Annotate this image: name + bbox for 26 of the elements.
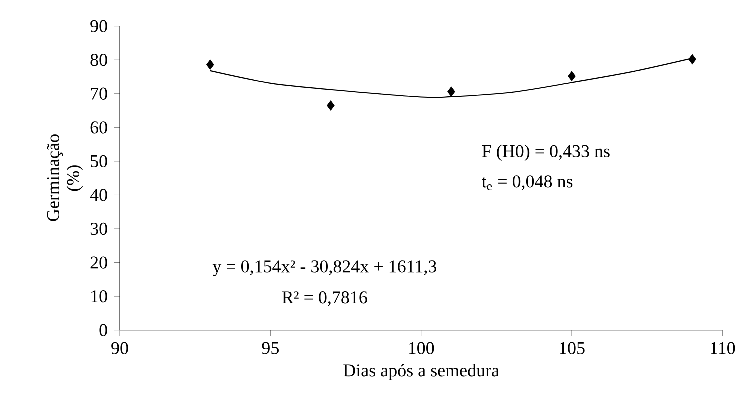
- y-tick-label: 0: [100, 324, 108, 336]
- y-tick-label: 80: [90, 54, 108, 66]
- annotation: y = 0,154x² - 30,824x + 1611,3: [212, 260, 436, 276]
- annotation: R² = 0,7816: [282, 292, 368, 306]
- annotation: F (H0) = 0,433 ns: [482, 144, 610, 162]
- x-tick-label: 110: [711, 342, 736, 354]
- y-tick-label: 20: [90, 256, 108, 269]
- point: [327, 100, 335, 111]
- x-tick-label: 95: [262, 342, 279, 354]
- y-tick-label: 60: [90, 122, 108, 134]
- x-tick-label: 100: [409, 342, 434, 354]
- point: [688, 54, 696, 65]
- point: [448, 86, 456, 97]
- y-axis-title: Germinação (%): [47, 134, 84, 222]
- x-tick-label: 90: [112, 342, 128, 354]
- x-axis-title: Dias após a semedura: [344, 364, 500, 380]
- y-tick-label: 90: [90, 20, 108, 32]
- annotation: t$_{e}$ = 0,048 ns: [482, 176, 573, 191]
- y-tick-label: 10: [92, 290, 108, 303]
- y-tick-label: 50: [91, 155, 108, 168]
- y-tick-label: 30: [90, 222, 108, 236]
- point: [206, 60, 214, 70]
- point: [568, 71, 576, 82]
- x-tick-label: 105: [560, 342, 585, 354]
- y-tick-label: 70: [91, 88, 108, 100]
- y-tick-label: 40: [90, 189, 108, 202]
